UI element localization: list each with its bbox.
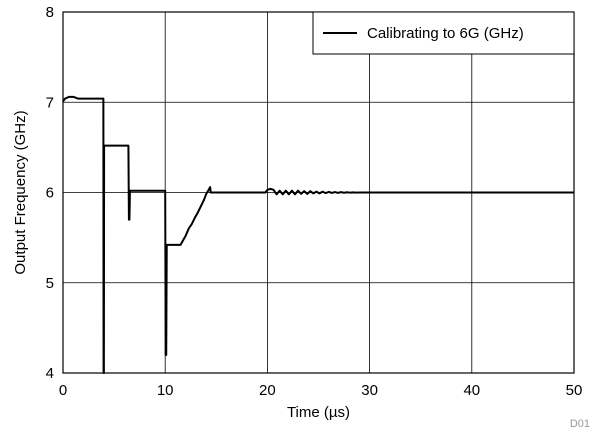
x-tick-label: 40: [463, 382, 480, 399]
figure-id: D01: [570, 418, 590, 430]
x-tick-label: 30: [361, 382, 378, 399]
y-axis-title: Output Frequency (GHz): [12, 110, 29, 274]
legend: Calibrating to 6G (GHz): [312, 11, 575, 55]
series-line-0: [62, 95, 574, 374]
y-tick-label: 7: [46, 94, 54, 111]
y-tick-label: 5: [46, 275, 54, 292]
y-tick-label: 8: [46, 4, 54, 21]
y-tick-label: 6: [46, 185, 54, 202]
x-tick-label: 0: [59, 382, 67, 399]
x-axis-title: Time (µs): [287, 404, 350, 421]
y-tick-label: 4: [46, 365, 54, 382]
series-layer: [62, 95, 574, 374]
y-axis-ticks: 4 5 6 7 8: [46, 4, 54, 382]
legend-label: Calibrating to 6G (GHz): [367, 25, 524, 42]
x-tick-label: 20: [259, 382, 276, 399]
x-axis-ticks: 0 10 20 30 40 50: [59, 382, 583, 399]
x-tick-label: 10: [157, 382, 174, 399]
x-tick-label: 50: [566, 382, 583, 399]
